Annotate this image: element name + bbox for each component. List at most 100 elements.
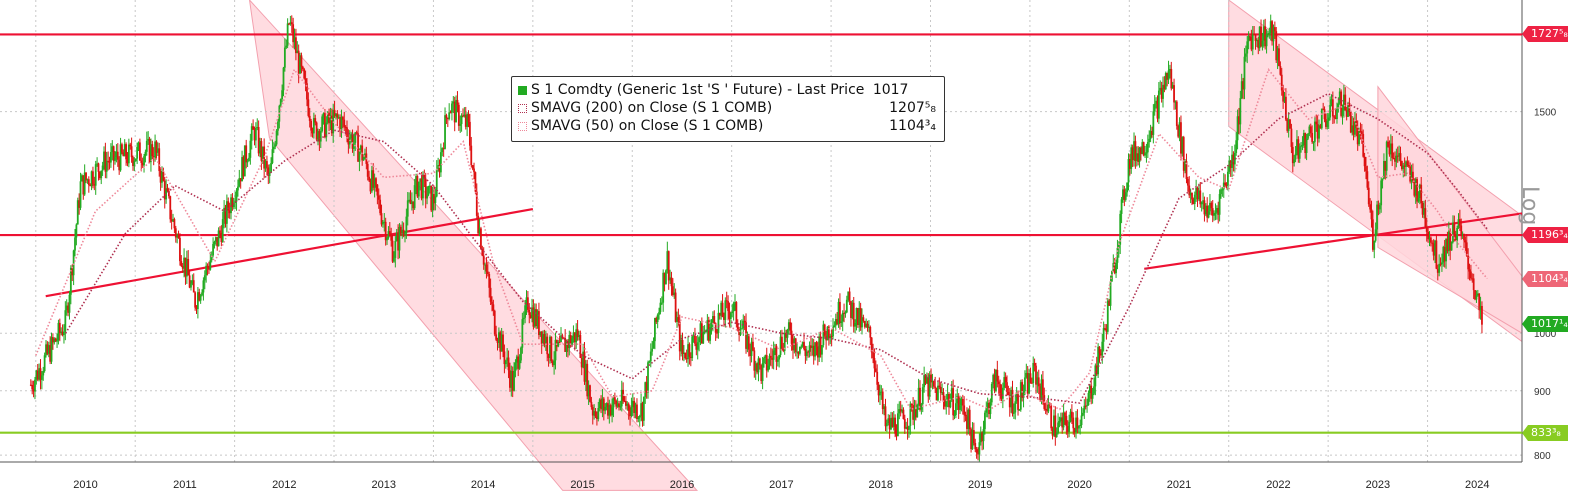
candle-body-894: [1264, 26, 1267, 47]
candle-body-756: [1073, 428, 1076, 433]
candle-body-1025: [1445, 239, 1447, 262]
candle-body-219: [332, 109, 335, 134]
candle-body-530: [761, 363, 764, 382]
candle-body-250: [375, 178, 377, 185]
candle-body-283: [420, 178, 423, 199]
x-tick-label-2023: 2023: [1366, 479, 1390, 491]
candle-body-582: [833, 325, 836, 328]
candle-body-627: [895, 433, 898, 437]
candle-body-452: [654, 318, 656, 342]
candle-body-67: [122, 152, 125, 157]
candle-body-80: [140, 160, 143, 163]
candle-body-421: [611, 407, 614, 416]
candle-body-779: [1105, 328, 1108, 332]
candle-body-566: [811, 345, 814, 349]
price-tag-arrow-2: [1522, 270, 1528, 287]
candle-body-812: [1151, 131, 1153, 135]
candle-body-467: [674, 292, 677, 322]
candle-body-589: [843, 312, 845, 314]
candle-body-889: [1257, 39, 1260, 49]
candle-body-57: [108, 161, 111, 163]
candle-body-335: [492, 304, 495, 311]
legend-price-value: 1017: [872, 82, 909, 98]
candle-body-304: [449, 112, 452, 114]
candle-body-12: [46, 344, 49, 354]
candle-body-625: [892, 417, 895, 427]
candle-body-399: [580, 357, 583, 368]
candle-body-16: [52, 337, 54, 343]
candle-body-540: [775, 345, 778, 362]
candle-body-559: [801, 342, 804, 347]
candle-body-773: [1097, 346, 1100, 375]
candle-body-8: [40, 375, 43, 380]
candle-body-771: [1094, 365, 1097, 387]
candle-body-1007: [1420, 184, 1423, 204]
candle-body-493: [710, 322, 713, 328]
candle-body-885: [1251, 34, 1254, 50]
candle-body-427: [619, 406, 622, 408]
candle-body-217: [329, 115, 332, 124]
candle-body-667: [950, 388, 953, 400]
candle-body-618: [883, 406, 886, 410]
candle-body-448: [648, 361, 651, 363]
candle-body-1045: [1472, 278, 1475, 291]
x-tick-label-2016: 2016: [670, 479, 694, 491]
candle-body-728: [1035, 365, 1037, 385]
candle-body-696: [990, 384, 993, 403]
candle-body-220: [333, 109, 336, 117]
candle-body-591: [845, 299, 848, 313]
candle-body-623: [890, 417, 892, 430]
sma50-line: [35, 67, 1488, 411]
x-tick-label-2010: 2010: [73, 479, 97, 491]
candle-body-469: [677, 317, 680, 322]
candle-body-446: [645, 382, 648, 393]
candle-body-311: [459, 124, 462, 126]
candle-body-431: [625, 401, 627, 406]
candle-body-1021: [1439, 263, 1442, 265]
candle-body-367: [536, 311, 539, 327]
candle-body-884: [1250, 36, 1253, 50]
candle-body-596: [852, 302, 855, 327]
candle-body-198: [303, 69, 306, 79]
candle-body-244: [366, 163, 369, 177]
candle-body-348: [510, 370, 513, 388]
candle-body-456: [659, 302, 662, 313]
candle-body-156: [245, 145, 248, 163]
candle-body-292: [433, 194, 435, 204]
candle-body-308: [455, 99, 457, 123]
candle-body-381: [555, 339, 558, 347]
candle-body-272: [405, 216, 408, 234]
candle-body-306: [452, 101, 455, 104]
candle-body-10: [43, 355, 46, 372]
candle-body-212: [322, 113, 325, 117]
candle-body-861: [1218, 193, 1221, 215]
candle-body-488: [703, 331, 706, 333]
candle-body-710: [1010, 389, 1013, 408]
candle-body-837: [1185, 161, 1188, 179]
candle-body-704: [1001, 387, 1004, 399]
candle-body-615: [879, 392, 881, 396]
candle-body-882: [1247, 36, 1250, 42]
candle-body-844: [1195, 187, 1198, 195]
candle-body-578: [827, 326, 830, 339]
candle-body-374: [546, 336, 549, 355]
candle-body-524: [753, 350, 756, 371]
candle-body-175: [271, 149, 274, 164]
candle-body-934: [1319, 125, 1322, 129]
candle-body-751: [1066, 426, 1069, 432]
candle-body-977: [1378, 205, 1381, 210]
price-tag-arrow-0: [1522, 26, 1528, 43]
candle-body-674: [960, 398, 963, 406]
candle-body-558: [800, 346, 803, 348]
x-tick-label-2022: 2022: [1266, 479, 1290, 491]
candle-body-165: [257, 127, 260, 154]
candle-body-189: [290, 22, 293, 25]
candle-body-656: [935, 387, 938, 401]
candle-body-924: [1305, 138, 1308, 153]
candle-body-783: [1111, 271, 1113, 282]
candle-body-1009: [1423, 208, 1425, 215]
candle-body-266: [397, 233, 399, 251]
candle-body-512: [736, 323, 739, 330]
candle-body-161: [252, 126, 255, 130]
